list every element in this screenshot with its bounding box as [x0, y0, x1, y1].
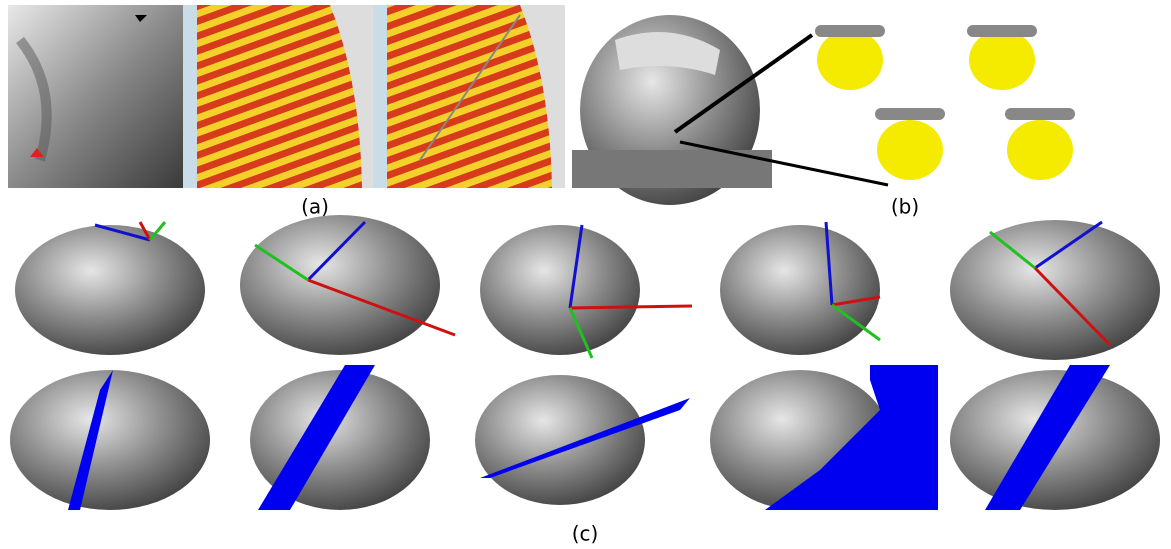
figure: (a) (b) [0, 0, 1171, 549]
panel-b [572, 15, 1075, 205]
surface-image [8, 5, 183, 188]
panel-a [8, 5, 565, 188]
pose-row [15, 215, 1160, 360]
caption: (b) [891, 195, 919, 219]
plane-row [10, 365, 1160, 510]
caption: (a) [301, 195, 329, 219]
caption: (c) [572, 522, 599, 546]
